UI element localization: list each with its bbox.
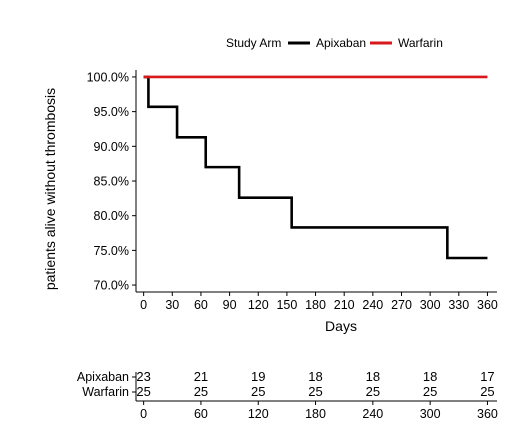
- risk-table: Apixaban 23 21 19 18 18 18 17 Warfarin 25 25 25 25 25…: [77, 369, 498, 421]
- x-tick-label: 210: [334, 298, 355, 312]
- risk-table-x-tick-label: 0: [140, 407, 147, 421]
- y-axis-label: patients alive without thrombosis: [42, 88, 58, 290]
- risk-table-count: 25: [308, 384, 322, 399]
- x-tick-label: 0: [140, 298, 147, 312]
- risk-table-x-tick-label: 180: [305, 407, 326, 421]
- risk-table-count: 18: [423, 369, 437, 384]
- y-tick-label: 85.0%: [94, 175, 129, 189]
- series: [143, 75, 488, 260]
- x-tick-label: 240: [362, 298, 383, 312]
- x-tick-label: 270: [391, 298, 412, 312]
- risk-table-count: 17: [480, 369, 494, 384]
- x-axis-label: Days: [325, 318, 357, 334]
- x-tick-label: 330: [448, 298, 469, 312]
- risk-table-count: 21: [194, 369, 208, 384]
- series-line-apixaban: [143, 75, 488, 260]
- y-tick-label: 80.0%: [94, 209, 129, 223]
- risk-table-x-tick-label: 300: [420, 407, 441, 421]
- x-tick-label: 360: [477, 298, 498, 312]
- x-tick-label: 90: [223, 298, 237, 312]
- y-tick-label: 95.0%: [94, 105, 129, 119]
- risk-table-count: 18: [366, 369, 380, 384]
- risk-table-x-tick-label: 60: [194, 407, 208, 421]
- legend-title: Study Arm: [226, 36, 281, 50]
- y-tick-label: 75.0%: [94, 244, 129, 258]
- risk-table-count: 19: [251, 369, 265, 384]
- risk-table-x-tick-label: 240: [362, 407, 383, 421]
- risk-table-count: 23: [136, 369, 150, 384]
- x-tick-label: 300: [420, 298, 441, 312]
- y-tick-label: 70.0%: [94, 279, 129, 293]
- risk-table-x-tick-label: 120: [248, 407, 269, 421]
- risk-table-row-label: Warfarin: [82, 385, 129, 399]
- risk-table-count: 25: [423, 384, 437, 399]
- legend: Study Arm Apixaban Warfarin: [226, 36, 443, 50]
- x-tick-label: 180: [305, 298, 326, 312]
- x-tick-label: 30: [165, 298, 179, 312]
- risk-table-count: 25: [480, 384, 494, 399]
- x-tick-label: 120: [248, 298, 269, 312]
- y-tick-label: 90.0%: [94, 140, 129, 154]
- risk-table-count: 18: [308, 369, 322, 384]
- x-tick-label: 150: [276, 298, 297, 312]
- risk-table-count: 25: [366, 384, 380, 399]
- y-tick-label: 100.0%: [87, 70, 129, 84]
- legend-label-warfarin: Warfarin: [398, 36, 443, 50]
- x-tick-label: 60: [194, 298, 208, 312]
- risk-table-x-tick-label: 360: [477, 407, 498, 421]
- legend-label-apixaban: Apixaban: [316, 36, 366, 50]
- risk-table-count: 25: [194, 384, 208, 399]
- risk-table-row-label: Apixaban: [77, 370, 129, 384]
- axes: 70.0% 75.0% 80.0% 85.0% 90.0% 95.0% 100.0% 0 30 6…: [87, 70, 498, 312]
- risk-table-count: 25: [136, 384, 150, 399]
- risk-table-count: 25: [251, 384, 265, 399]
